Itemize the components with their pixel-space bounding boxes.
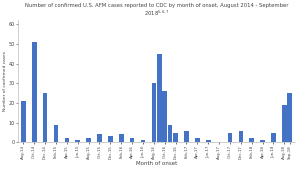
Bar [271,132,276,142]
Bar [43,93,47,142]
Bar [162,91,167,142]
Bar [282,105,287,142]
Bar [260,140,265,142]
Bar [157,54,162,142]
Bar [54,125,58,142]
X-axis label: Month of onset: Month of onset [136,161,177,166]
Bar [249,138,254,142]
Bar [288,93,292,142]
Bar [141,140,145,142]
Bar [86,138,91,142]
Bar [108,136,113,142]
Bar [184,131,189,142]
Bar [206,140,210,142]
Bar [168,125,173,142]
Bar [32,42,37,142]
Bar [173,132,178,142]
Bar [228,132,232,142]
Bar [151,83,156,142]
Bar [97,135,102,142]
Title: Number of confirmed U.S. AFM cases reported to CDC by month of onset, August 201: Number of confirmed U.S. AFM cases repor… [25,3,288,18]
Bar [65,138,69,142]
Bar [238,131,243,142]
Bar [75,140,80,142]
Bar [21,101,26,142]
Bar [119,135,123,142]
Bar [130,138,134,142]
Bar [195,138,200,142]
Y-axis label: Number of confirmed cases: Number of confirmed cases [3,51,7,111]
